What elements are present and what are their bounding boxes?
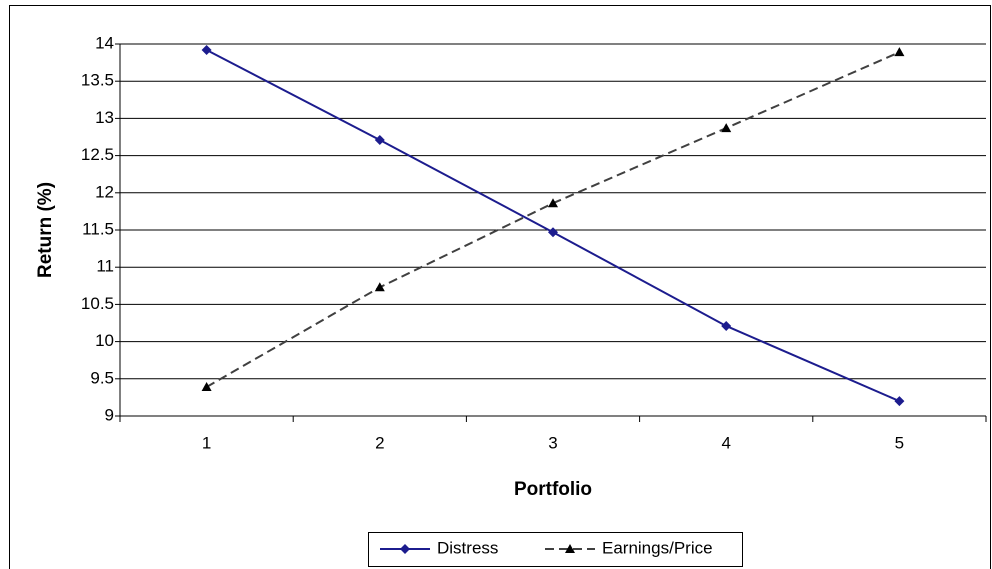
y-tick-label: 13.5 — [81, 71, 114, 90]
legend-box — [368, 532, 743, 567]
marker — [374, 282, 385, 292]
y-tick-label: 9.5 — [90, 368, 114, 387]
x-tick-label: 4 — [721, 433, 730, 452]
chart-frame — [9, 5, 991, 569]
y-tick-label: 14 — [95, 33, 114, 52]
y-tick-label: 11.5 — [82, 219, 114, 238]
marker — [548, 198, 558, 208]
x-tick-label: 1 — [202, 433, 211, 452]
marker — [894, 47, 905, 57]
marker — [721, 320, 732, 331]
x-tick-label: 2 — [375, 433, 384, 452]
marker — [721, 123, 732, 133]
marker — [894, 396, 905, 407]
marker — [548, 227, 558, 238]
y-tick-label: 9 — [105, 405, 114, 424]
x-axis-title: Portfolio — [514, 479, 592, 500]
marker — [374, 134, 385, 145]
y-tick-label: 10.5 — [81, 294, 114, 313]
x-tick-label: 5 — [895, 433, 904, 452]
y-axis-title: Return (%) — [35, 182, 56, 278]
y-tick-label: 10 — [95, 331, 114, 350]
y-tick-label: 11 — [96, 257, 114, 276]
x-tick-label: 3 — [548, 433, 557, 452]
y-tick-label: 13 — [95, 108, 114, 127]
y-tick-label: 12.5 — [81, 145, 114, 164]
marker — [201, 381, 212, 391]
legend-marker — [400, 544, 410, 554]
legend-label: Earnings/Price — [602, 538, 713, 557]
legend-marker — [565, 544, 575, 553]
legend-label: Distress — [437, 538, 498, 557]
marker — [201, 44, 212, 55]
y-tick-label: 12 — [95, 182, 114, 201]
